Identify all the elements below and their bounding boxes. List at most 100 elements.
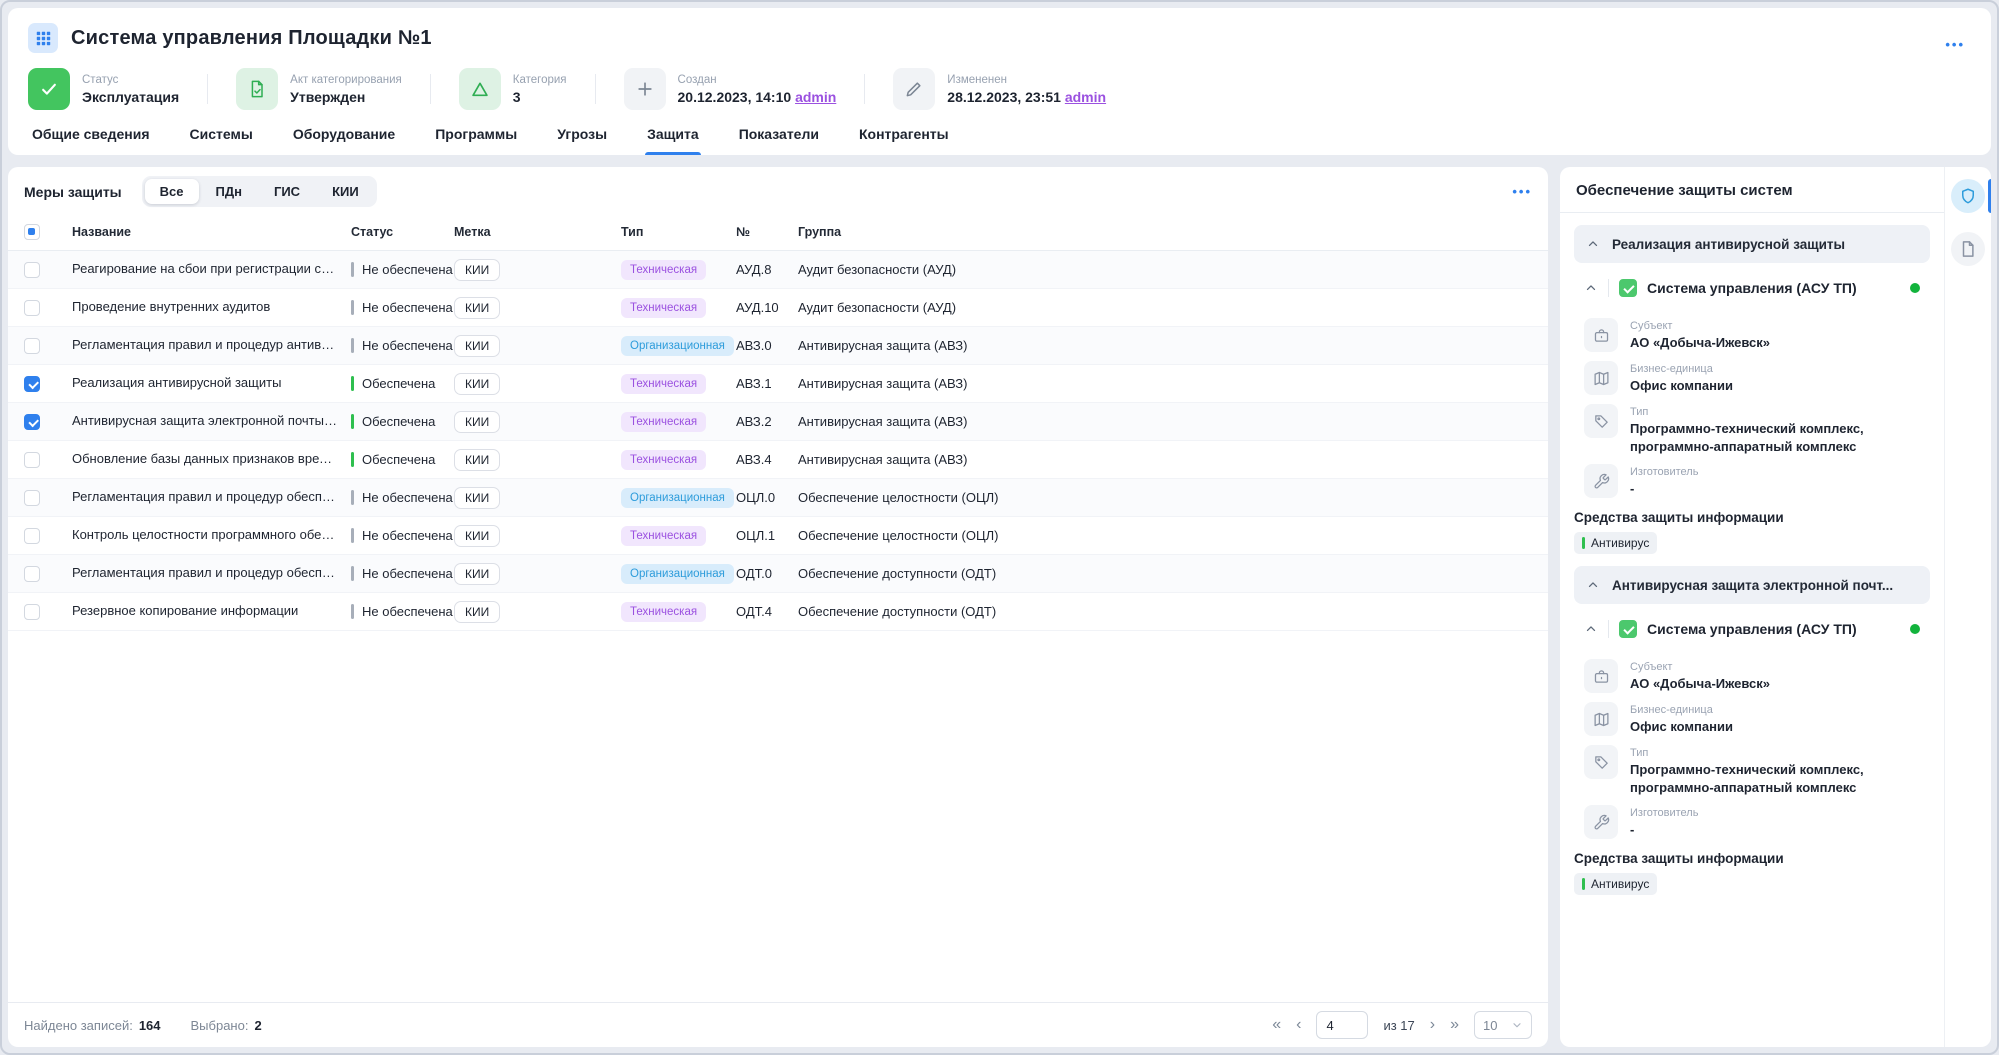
pagination-first-button[interactable]: « xyxy=(1272,1016,1282,1033)
measure-link[interactable]: Антивирусная защита электронной почты и … xyxy=(72,412,337,428)
tab-general[interactable]: Общие сведения xyxy=(32,126,150,142)
measure-link[interactable]: Регламентация правил и процедур обеспече… xyxy=(72,488,337,504)
measure-link[interactable]: Резервное копирование информации xyxy=(72,602,299,618)
pagination-last-button[interactable]: » xyxy=(1450,1016,1459,1033)
measure-group: Антивирусная защита (АВЗ) xyxy=(798,376,968,391)
measure-number: АУД.8 xyxy=(736,262,772,277)
measure-link[interactable]: Регламентация правил и процедур обеспече… xyxy=(72,564,337,580)
pagination-next-button[interactable]: › xyxy=(1429,1016,1436,1033)
page-title: Система управления Площадки №1 xyxy=(71,26,432,49)
table-header: Название Статус Метка Тип № Группа xyxy=(8,214,1548,251)
tab-protection[interactable]: Защита xyxy=(645,118,701,155)
measure-link[interactable]: Регламентация правил и процедур антивиру… xyxy=(72,336,337,352)
page-size-select[interactable]: 10 xyxy=(1474,1011,1532,1039)
field-label: Бизнес-единица xyxy=(1630,363,1713,375)
protection-section: Реализация антивирусной защиты Система уп… xyxy=(1574,225,1930,555)
field-value: Программно-технический комплекс, програм… xyxy=(1630,762,1864,795)
triangle-icon xyxy=(458,68,501,110)
chip-value: 28.12.2023, 23:51 admin xyxy=(947,88,1107,105)
protection-side-panel: Обеспечение защиты систем Реализация ант… xyxy=(1560,167,1991,1047)
measures-menu-button[interactable]: ••• xyxy=(1512,184,1532,199)
tab-equipment[interactable]: Оборудование xyxy=(292,126,396,142)
row-checkbox[interactable] xyxy=(24,261,40,278)
page-input[interactable] xyxy=(1316,1011,1369,1039)
row-checkbox[interactable] xyxy=(24,527,40,544)
measure-link[interactable]: Реагирование на сбои при регистрации соб… xyxy=(72,260,337,276)
field-value: АО «Добыча-Ижевск» xyxy=(1630,676,1771,692)
row-checkbox[interactable] xyxy=(24,451,40,468)
table-row[interactable]: Резервное копирование информации Не обесп… xyxy=(8,593,1548,631)
section-header[interactable]: Антивирусная защита электронной почт... xyxy=(1574,566,1930,605)
select-all-checkbox[interactable] xyxy=(24,224,40,240)
table-row[interactable]: Обновление базы данных признаков вредон о… xyxy=(8,441,1548,479)
chip-categorization-act: Акт категорирования Утвержден xyxy=(236,68,402,110)
section-title: Антивирусная защита электронной почт... xyxy=(1612,577,1894,593)
table-row[interactable]: Реализация антивирусной защиты Обеспечена… xyxy=(8,365,1548,403)
card-field: Тип Программно-технический комплекс, прог… xyxy=(1584,745,1930,796)
measure-link[interactable]: Проведение внутренних аудитов xyxy=(72,298,271,314)
chip-created: Создан 20.12.2023, 14:10 admin xyxy=(623,68,837,110)
label-badge: КИИ xyxy=(454,524,501,547)
status-bar-icon xyxy=(351,452,354,467)
chevron-down-icon xyxy=(1513,1023,1521,1028)
pencil-icon xyxy=(893,68,936,110)
table-row[interactable]: Регламентация правил и процедур обеспече… xyxy=(8,479,1548,517)
table-row[interactable]: Антивирусная защита электронной почты и … xyxy=(8,403,1548,441)
row-checkbox[interactable] xyxy=(24,337,40,354)
status-bar-icon xyxy=(351,604,354,619)
user-link[interactable]: admin xyxy=(1064,88,1107,105)
section-header[interactable]: Реализация антивирусной защиты xyxy=(1574,225,1930,263)
records-found-label: Найдено записей: xyxy=(24,1017,133,1033)
chevron-up-icon[interactable] xyxy=(1584,622,1598,636)
field-value: Офис компании xyxy=(1630,378,1733,393)
tab-programs[interactable]: Программы xyxy=(435,126,518,142)
filter-kii[interactable]: КИИ xyxy=(332,184,359,199)
status-text: Не обеспечена xyxy=(362,262,453,277)
briefcase-icon xyxy=(1584,659,1618,694)
rail-document-button[interactable] xyxy=(1951,232,1985,266)
chevron-up-icon[interactable] xyxy=(1584,281,1598,295)
label-badge: КИИ xyxy=(454,258,501,281)
filter-pdn[interactable]: ПДн xyxy=(215,184,242,199)
selected-label: Выбрано: xyxy=(190,1017,249,1033)
system-checkbox[interactable] xyxy=(1619,620,1637,639)
label-badge: КИИ xyxy=(454,334,501,357)
table-row[interactable]: Регламентация правил и процедур обеспече… xyxy=(8,555,1548,593)
row-checkbox[interactable] xyxy=(24,413,40,430)
table-row[interactable]: Контроль целостности программного обеспе… xyxy=(8,517,1548,555)
chip-divider xyxy=(594,74,596,104)
window-menu-button[interactable]: ••• xyxy=(1945,37,1965,52)
measure-link[interactable]: Контроль целостности программного обеспе… xyxy=(72,526,337,542)
row-checkbox[interactable] xyxy=(24,375,40,392)
row-checkbox[interactable] xyxy=(24,565,40,582)
chip-divider xyxy=(429,74,431,104)
plus-icon xyxy=(623,68,666,110)
table-row[interactable]: Проведение внутренних аудитов Не обеспече… xyxy=(8,289,1548,327)
tab-systems[interactable]: Системы xyxy=(189,126,253,142)
wrench-icon xyxy=(1584,464,1618,499)
row-checkbox[interactable] xyxy=(24,299,40,316)
type-badge: Техническая xyxy=(621,297,707,318)
status-text: Не обеспечена xyxy=(362,604,453,619)
user-link[interactable]: admin xyxy=(795,88,837,105)
pagination-prev-button[interactable]: ‹ xyxy=(1296,1016,1302,1033)
row-checkbox[interactable] xyxy=(24,489,40,506)
measure-link[interactable]: Обновление базы данных признаков вредоно… xyxy=(72,450,337,466)
measure-link[interactable]: Реализация антивирусной защиты xyxy=(72,374,282,390)
selected-value: 2 xyxy=(254,1017,262,1033)
tab-threats[interactable]: Угрозы xyxy=(557,126,608,142)
chip-status: Статус Эксплуатация xyxy=(28,68,179,110)
tab-indicators[interactable]: Показатели xyxy=(738,126,819,142)
system-checkbox[interactable] xyxy=(1619,279,1637,297)
filter-all[interactable]: Все xyxy=(144,179,199,204)
row-checkbox[interactable] xyxy=(24,603,40,620)
chip-label: Создан xyxy=(677,73,717,86)
filter-gis[interactable]: ГИС xyxy=(273,184,301,199)
tab-contractors[interactable]: Контрагенты xyxy=(858,126,949,142)
table-row[interactable]: Регламентация правил и процедур антивиру… xyxy=(8,327,1548,365)
label-badge: КИИ xyxy=(454,296,501,319)
rail-shield-button[interactable] xyxy=(1951,179,1985,213)
system-title: Система управления (АСУ ТП) xyxy=(1647,621,1857,638)
table-row[interactable]: Реагирование на сбои при регистрации соб… xyxy=(8,251,1548,289)
label-badge: КИИ xyxy=(454,562,501,585)
